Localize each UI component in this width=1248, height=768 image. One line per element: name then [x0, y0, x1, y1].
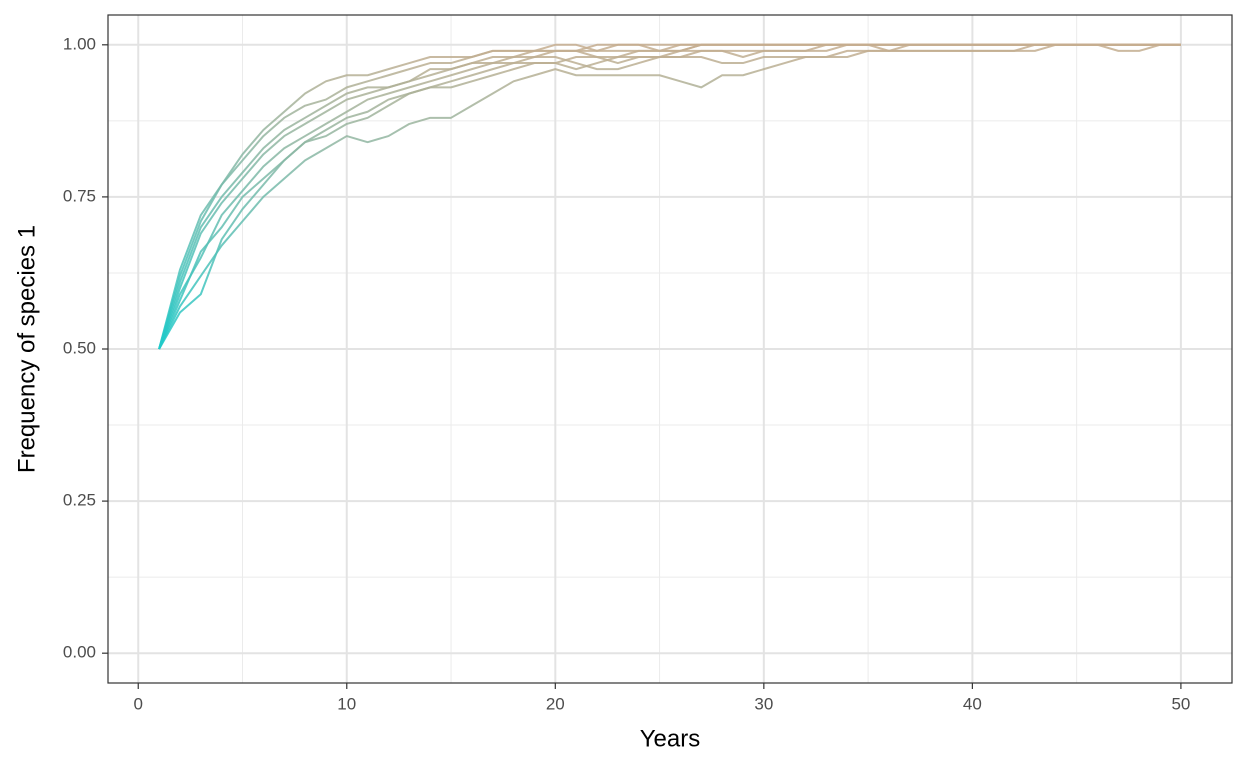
x-axis-title: Years [640, 725, 701, 752]
y-tick-label: 0.25 [63, 491, 96, 510]
x-tick-label: 0 [134, 694, 143, 713]
y-tick-label: 0.75 [63, 186, 96, 205]
x-tick-label: 10 [337, 694, 356, 713]
x-tick-label: 40 [963, 694, 982, 713]
x-tick-label: 30 [754, 694, 773, 713]
y-tick-label: 0.50 [63, 338, 96, 357]
y-tick-label: 1.00 [63, 34, 96, 53]
y-tick-label: 0.00 [63, 643, 96, 662]
x-tick-label: 20 [546, 694, 565, 713]
y-axis-title: Frequency of species 1 [13, 225, 40, 473]
x-tick-label: 50 [1171, 694, 1190, 713]
series-line [158, 43, 1181, 350]
